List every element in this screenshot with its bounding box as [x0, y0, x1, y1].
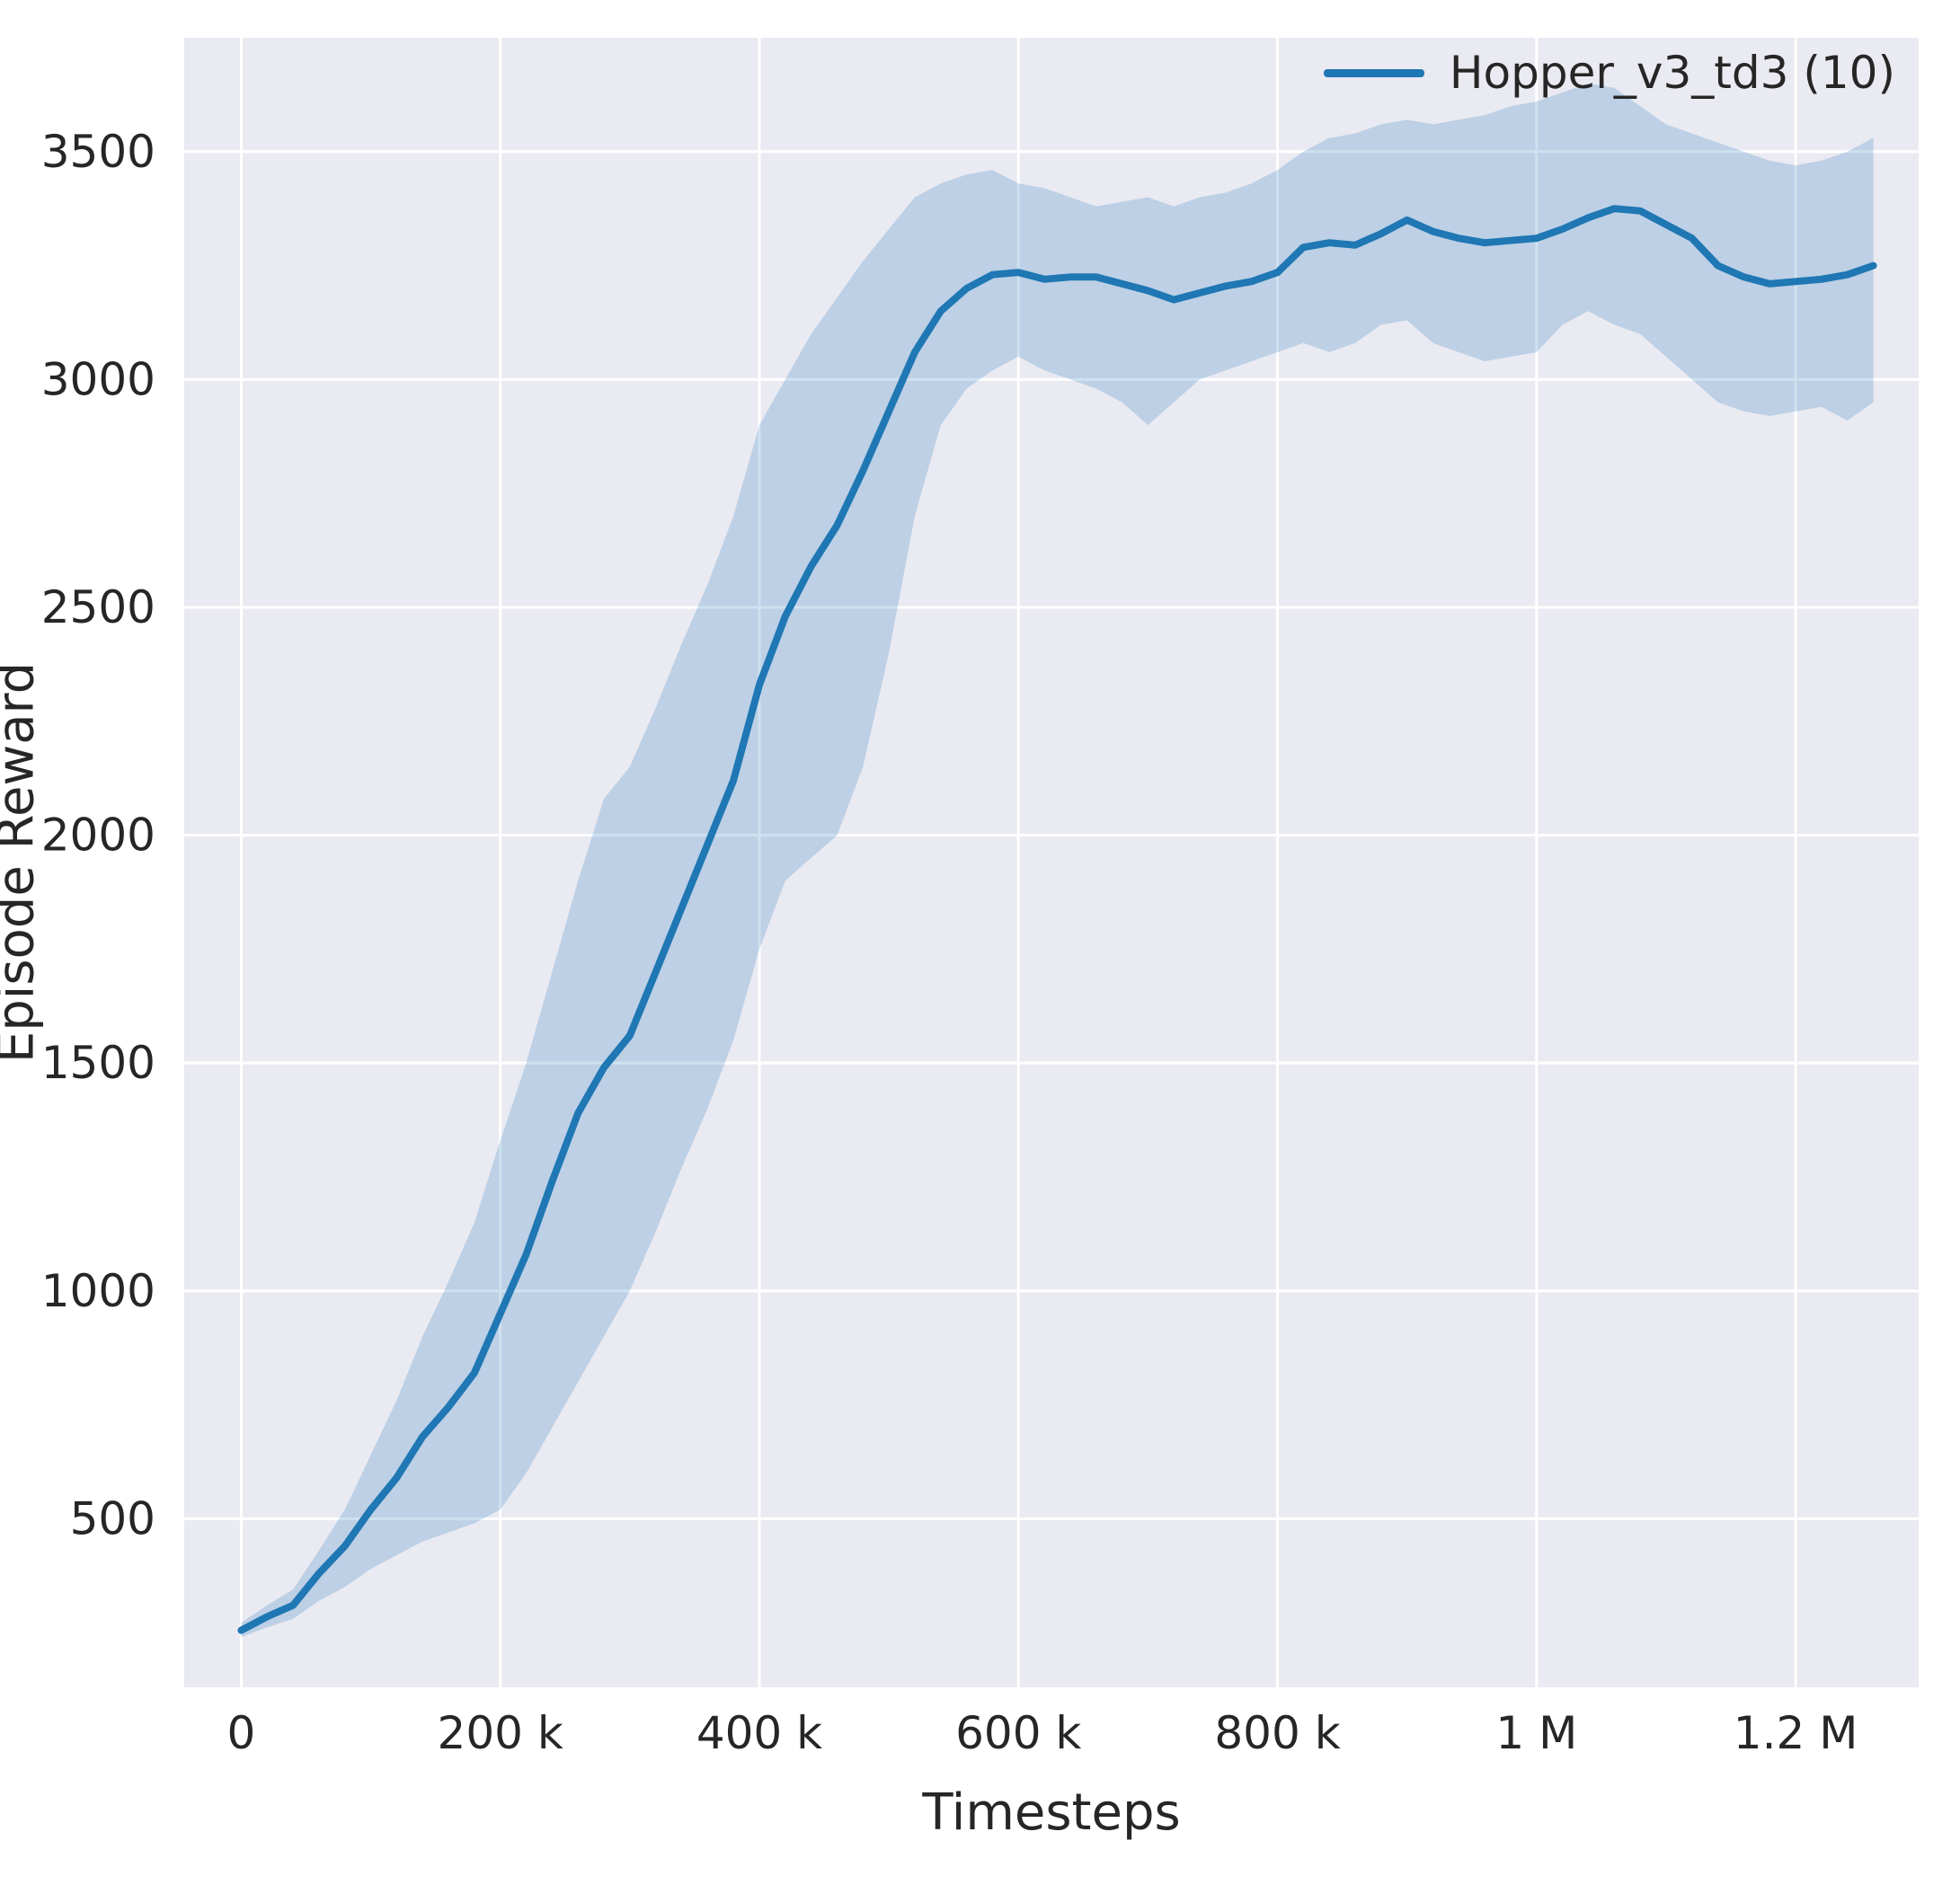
- tick-label-x: 600 k: [955, 1707, 1081, 1759]
- tick-label-x: 0: [227, 1707, 256, 1759]
- tick-label-y: 1000: [41, 1265, 155, 1317]
- legend: Hopper_v3_td3 (10): [1323, 47, 1895, 99]
- tick-label-y: 1500: [41, 1037, 155, 1089]
- tick-label-y: 500: [70, 1492, 155, 1544]
- series-line: [237, 205, 1877, 1634]
- legend-line-swatch: [1323, 68, 1424, 77]
- plot-background: [184, 38, 1919, 1687]
- tick-label-x: 1.2 M: [1734, 1707, 1858, 1759]
- tick-label-x: 200 k: [438, 1707, 563, 1759]
- legend-label: Hopper_v3_td3 (10): [1449, 47, 1895, 99]
- tick-label-y: 2500: [41, 581, 155, 633]
- tick-label-y: 2000: [41, 810, 155, 862]
- tick-label-x: 400 k: [696, 1707, 822, 1759]
- tick-label-y: 3000: [41, 353, 155, 405]
- x-axis-label: Timesteps: [922, 1783, 1181, 1842]
- tick-label-y: 3500: [41, 126, 155, 178]
- y-axis-label: Episode Reward: [0, 661, 46, 1064]
- confidence-band: [241, 83, 1874, 1638]
- tick-label-x: 800 k: [1214, 1707, 1340, 1759]
- tick-label-x: 1 M: [1495, 1707, 1577, 1759]
